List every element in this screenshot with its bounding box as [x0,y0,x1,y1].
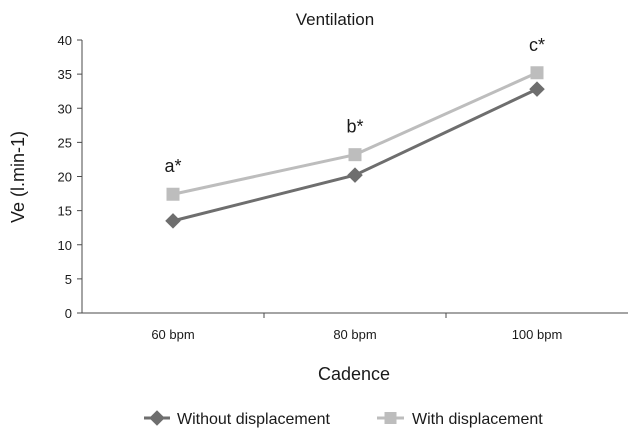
x-tick-label: 60 bpm [151,327,194,342]
legend-item-with-displacement: With displacement [377,411,543,428]
data-point-with-displacement [166,187,180,201]
legend-item-without-displacement: Without displacement [144,410,331,428]
annotation-label: c* [529,35,545,55]
data-point-with-displacement [348,148,362,162]
legend: Without displacement With displacement [144,410,543,428]
y-tick-label: 25 [58,135,72,150]
legend-marker-square-icon [384,412,397,424]
y-tick-label: 5 [65,272,72,287]
data-point-without-displacement [529,81,545,97]
y-axis-title: Ve (l.min-1) [8,131,28,223]
legend-label-without-displacement: Without displacement [177,411,331,428]
annotations: a* b* c* [164,35,545,176]
y-tick-label: 30 [58,101,72,116]
x-ticks: 60 bpm 80 bpm 100 bpm [151,313,562,342]
y-tick-label: 20 [58,170,72,185]
y-tick-label: 0 [65,306,72,321]
legend-label-with-displacement: With displacement [412,411,543,428]
chart-title: Ventilation [296,10,374,29]
data-point-with-displacement [530,66,544,80]
data-point-without-displacement [347,167,363,183]
y-tick-label: 10 [58,238,72,253]
x-tick-label: 80 bpm [333,327,376,342]
legend-marker-diamond-icon [149,410,165,426]
data-point-without-displacement [165,213,181,229]
y-tick-label: 35 [58,67,72,82]
series-layer [165,66,545,229]
y-ticks: 0 5 10 15 20 25 30 35 40 [58,33,82,321]
x-axis-title: Cadence [318,364,390,384]
y-tick-label: 15 [58,204,72,219]
y-tick-label: 40 [58,33,72,48]
annotation-label: a* [164,156,181,176]
annotation-label: b* [346,117,363,137]
x-tick-label: 100 bpm [512,327,563,342]
